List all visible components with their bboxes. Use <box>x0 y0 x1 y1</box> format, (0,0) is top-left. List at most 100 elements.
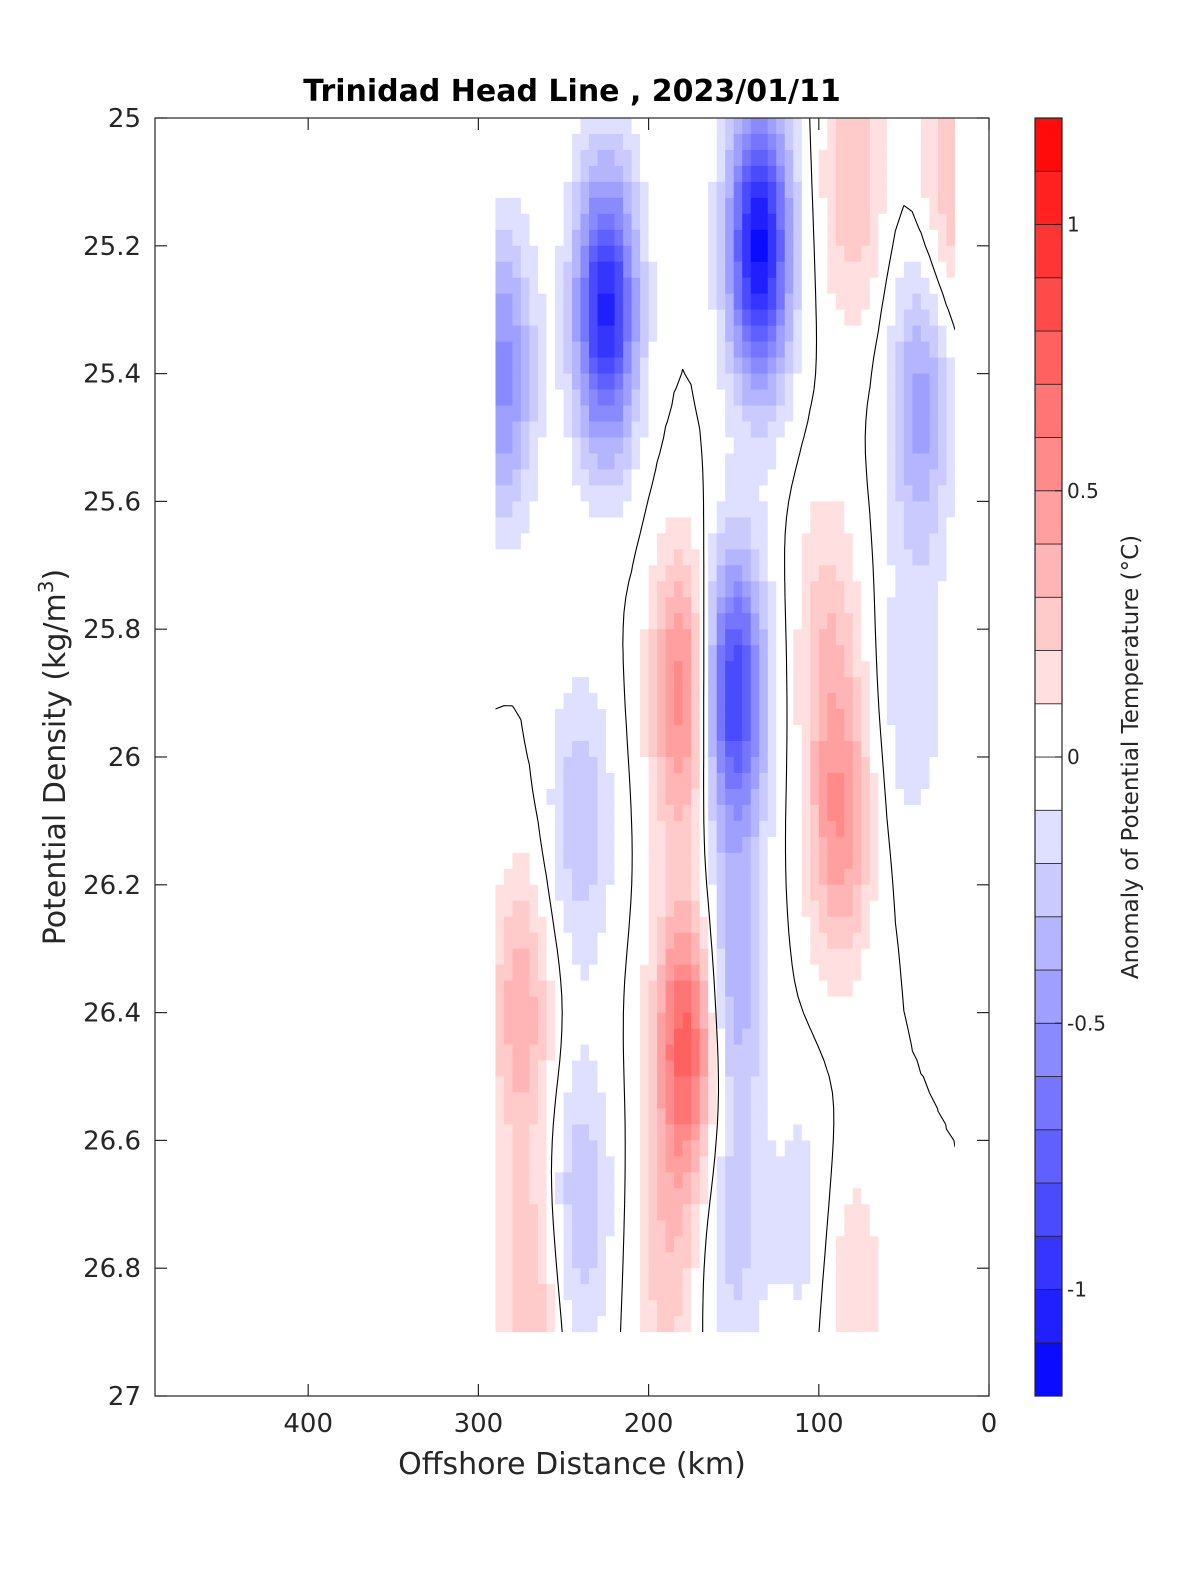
field-cell <box>580 1012 590 1030</box>
field-cell <box>614 932 624 950</box>
field-cell <box>793 1124 803 1141</box>
field-cell <box>886 485 896 502</box>
field-cell <box>580 533 590 550</box>
field-cell <box>512 1044 522 1062</box>
field-cell <box>852 980 862 998</box>
field-cell <box>946 1156 955 1173</box>
field-cell <box>529 757 539 774</box>
field-cell <box>878 581 888 598</box>
field-cell <box>895 868 905 886</box>
field-cell <box>716 820 726 838</box>
field-cell <box>495 677 505 694</box>
field-cell <box>801 293 811 311</box>
field-cell <box>623 709 633 726</box>
field-cell <box>878 1092 888 1110</box>
field-cell <box>495 868 505 886</box>
field-cell <box>520 613 531 630</box>
field-cell <box>946 852 955 870</box>
field-cell <box>631 293 641 311</box>
field-cell <box>572 1156 582 1173</box>
field-cell <box>835 309 845 327</box>
field-cell <box>946 757 955 774</box>
field-cell <box>580 645 590 662</box>
field-cell <box>563 197 573 215</box>
field-cell <box>920 197 931 215</box>
field-cell <box>733 533 743 550</box>
field-cell <box>657 133 667 151</box>
field-cell <box>699 1172 709 1189</box>
field-cell <box>793 964 803 982</box>
field-cell <box>554 373 565 391</box>
field-cell <box>495 693 505 710</box>
field-cell <box>725 916 735 934</box>
field-cell <box>716 1028 726 1046</box>
field-cell <box>614 1076 624 1094</box>
x-tick-label: 0 <box>981 1409 998 1439</box>
field-cell <box>580 405 590 423</box>
field-cell <box>674 884 684 902</box>
field-cell <box>793 165 803 183</box>
field-cell <box>614 725 624 742</box>
field-cell <box>852 389 862 407</box>
field-cell <box>742 485 752 502</box>
field-cell <box>648 181 658 199</box>
field-cell <box>767 884 777 902</box>
field-cell <box>708 1108 718 1126</box>
field-cell <box>597 437 607 455</box>
field-cell <box>920 1236 931 1253</box>
field-cell <box>793 277 803 295</box>
field-cell <box>614 357 624 375</box>
field-cell <box>946 501 955 518</box>
field-cell <box>920 788 931 806</box>
field-cell <box>537 293 548 311</box>
field-cell <box>810 1268 820 1285</box>
field-cell <box>674 485 684 502</box>
field-cell <box>767 341 777 359</box>
field-cell <box>699 1284 709 1301</box>
field-cell <box>708 197 718 215</box>
field-cell <box>759 405 769 423</box>
field-cell <box>572 1172 582 1189</box>
field-cell <box>937 1172 948 1189</box>
field-cell <box>818 1204 828 1221</box>
field-cell <box>708 1300 718 1317</box>
field-cell <box>801 181 811 199</box>
field-cell <box>937 1044 948 1062</box>
field-cell <box>520 453 531 471</box>
field-cell <box>597 1012 607 1030</box>
field-cell <box>869 725 879 742</box>
field-cell <box>503 820 514 838</box>
field-cell <box>835 916 845 934</box>
field-cell <box>623 645 633 662</box>
field-cell <box>648 836 658 854</box>
field-cell <box>512 645 522 662</box>
field-cell <box>640 118 650 135</box>
field-cell <box>827 453 837 471</box>
field-cell <box>818 597 828 614</box>
field-cell <box>623 884 633 902</box>
field-cell <box>895 1092 905 1110</box>
field-cell <box>554 469 565 487</box>
field-cell <box>512 421 522 439</box>
field-cell <box>784 565 794 582</box>
field-cell <box>912 788 922 806</box>
field-cell <box>640 565 650 582</box>
field-cell <box>495 613 505 630</box>
field-cell <box>784 836 794 854</box>
field-cell <box>495 1044 505 1062</box>
field-cell <box>818 884 828 902</box>
field-cell <box>623 629 633 646</box>
field-cell <box>861 277 871 295</box>
field-cell <box>844 517 854 534</box>
field-cell <box>895 741 905 758</box>
field-cell <box>784 181 794 199</box>
field-cell <box>623 1284 633 1301</box>
field-cell <box>657 341 667 359</box>
field-cell <box>708 1044 718 1062</box>
field-cell <box>869 916 879 934</box>
field-cell <box>503 677 514 694</box>
field-cell <box>869 517 879 534</box>
field-cell <box>835 517 845 534</box>
field-cell <box>920 1108 931 1126</box>
field-cell <box>691 1300 701 1317</box>
